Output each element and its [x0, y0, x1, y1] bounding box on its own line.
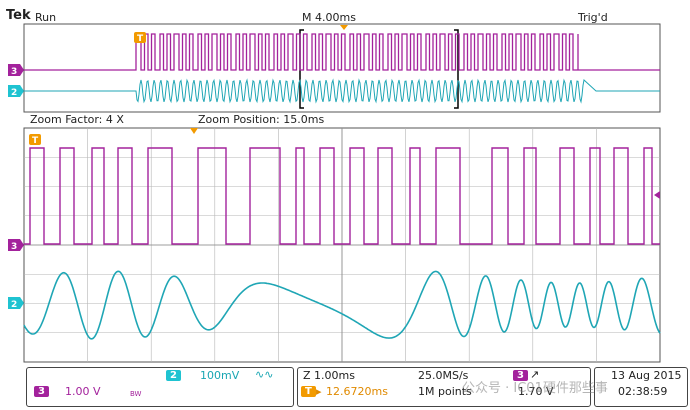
trigger-offset-arrow: ▸: [316, 385, 322, 398]
ch3-ground-icon[interactable]: 3: [8, 64, 24, 77]
ch3-bandwidth-icon: BW: [130, 390, 142, 398]
record-length[interactable]: 1M points: [418, 385, 472, 398]
overview-display[interactable]: T 3 2: [0, 0, 690, 120]
ch3-number[interactable]: 3: [34, 386, 49, 397]
trigger-level[interactable]: 1.70 V: [518, 385, 554, 398]
svg-text:2: 2: [11, 88, 17, 98]
timebase-panel[interactable]: [297, 367, 591, 407]
ch3-level-marker: [654, 191, 660, 199]
timebase-readout: M 4.00ms: [302, 11, 356, 24]
datetime-panel: [594, 367, 688, 407]
trigger-state: Trig'd: [578, 11, 608, 24]
run-state: Run: [35, 11, 57, 24]
zoom-ch3-trace: [24, 147, 660, 245]
trigger-source[interactable]: 3: [513, 370, 528, 381]
brand-label: Tek: [6, 8, 31, 23]
zoom-factor: Zoom Factor: 4 X: [30, 113, 124, 126]
zoom-time-div[interactable]: Z 1.00ms: [303, 369, 355, 382]
trigger-position[interactable]: 12.6720ms: [326, 385, 388, 398]
ch2-coupling-icon: ∿∿: [255, 368, 274, 381]
zoom-display[interactable]: T 3 2: [0, 126, 690, 366]
overview-ch3-trace: [24, 33, 660, 71]
trigger-offset-icon: T: [301, 386, 316, 397]
zoom-position-marker: [190, 128, 198, 134]
zoom-ch2-trace: [23, 270, 661, 340]
trigger-slope-icon: ↗: [530, 368, 540, 381]
zoom-ch2-ground-icon[interactable]: 2: [8, 297, 24, 310]
svg-text:T: T: [32, 136, 39, 146]
watermark: 公众号 · IC01硬件那些事: [462, 381, 608, 396]
ch2-number[interactable]: 2: [166, 370, 181, 381]
svg-text:T: T: [137, 34, 144, 44]
trigger-position-icon: [340, 25, 348, 30]
time-readout: 02:38:59: [618, 385, 668, 398]
zoom-ch3-ground-icon[interactable]: 3: [8, 239, 24, 252]
overview-ch2-trace: [24, 78, 660, 104]
ch3-scale[interactable]: 1.00 V: [65, 385, 101, 398]
svg-text:3: 3: [11, 242, 17, 252]
date-readout: 13 Aug 2015: [611, 369, 682, 382]
sample-rate: 25.0MS/s: [418, 369, 469, 382]
trigger-t-icon: T: [134, 32, 146, 44]
ch2-scale[interactable]: 100mV: [200, 369, 240, 382]
channel-scale-panel[interactable]: [26, 367, 294, 407]
zoom-position: Zoom Position: 15.0ms: [198, 113, 325, 126]
svg-text:3: 3: [11, 67, 17, 77]
zoom-trigger-t-icon: T: [29, 134, 41, 146]
ch2-ground-icon[interactable]: 2: [8, 85, 24, 98]
svg-text:2: 2: [11, 300, 17, 310]
